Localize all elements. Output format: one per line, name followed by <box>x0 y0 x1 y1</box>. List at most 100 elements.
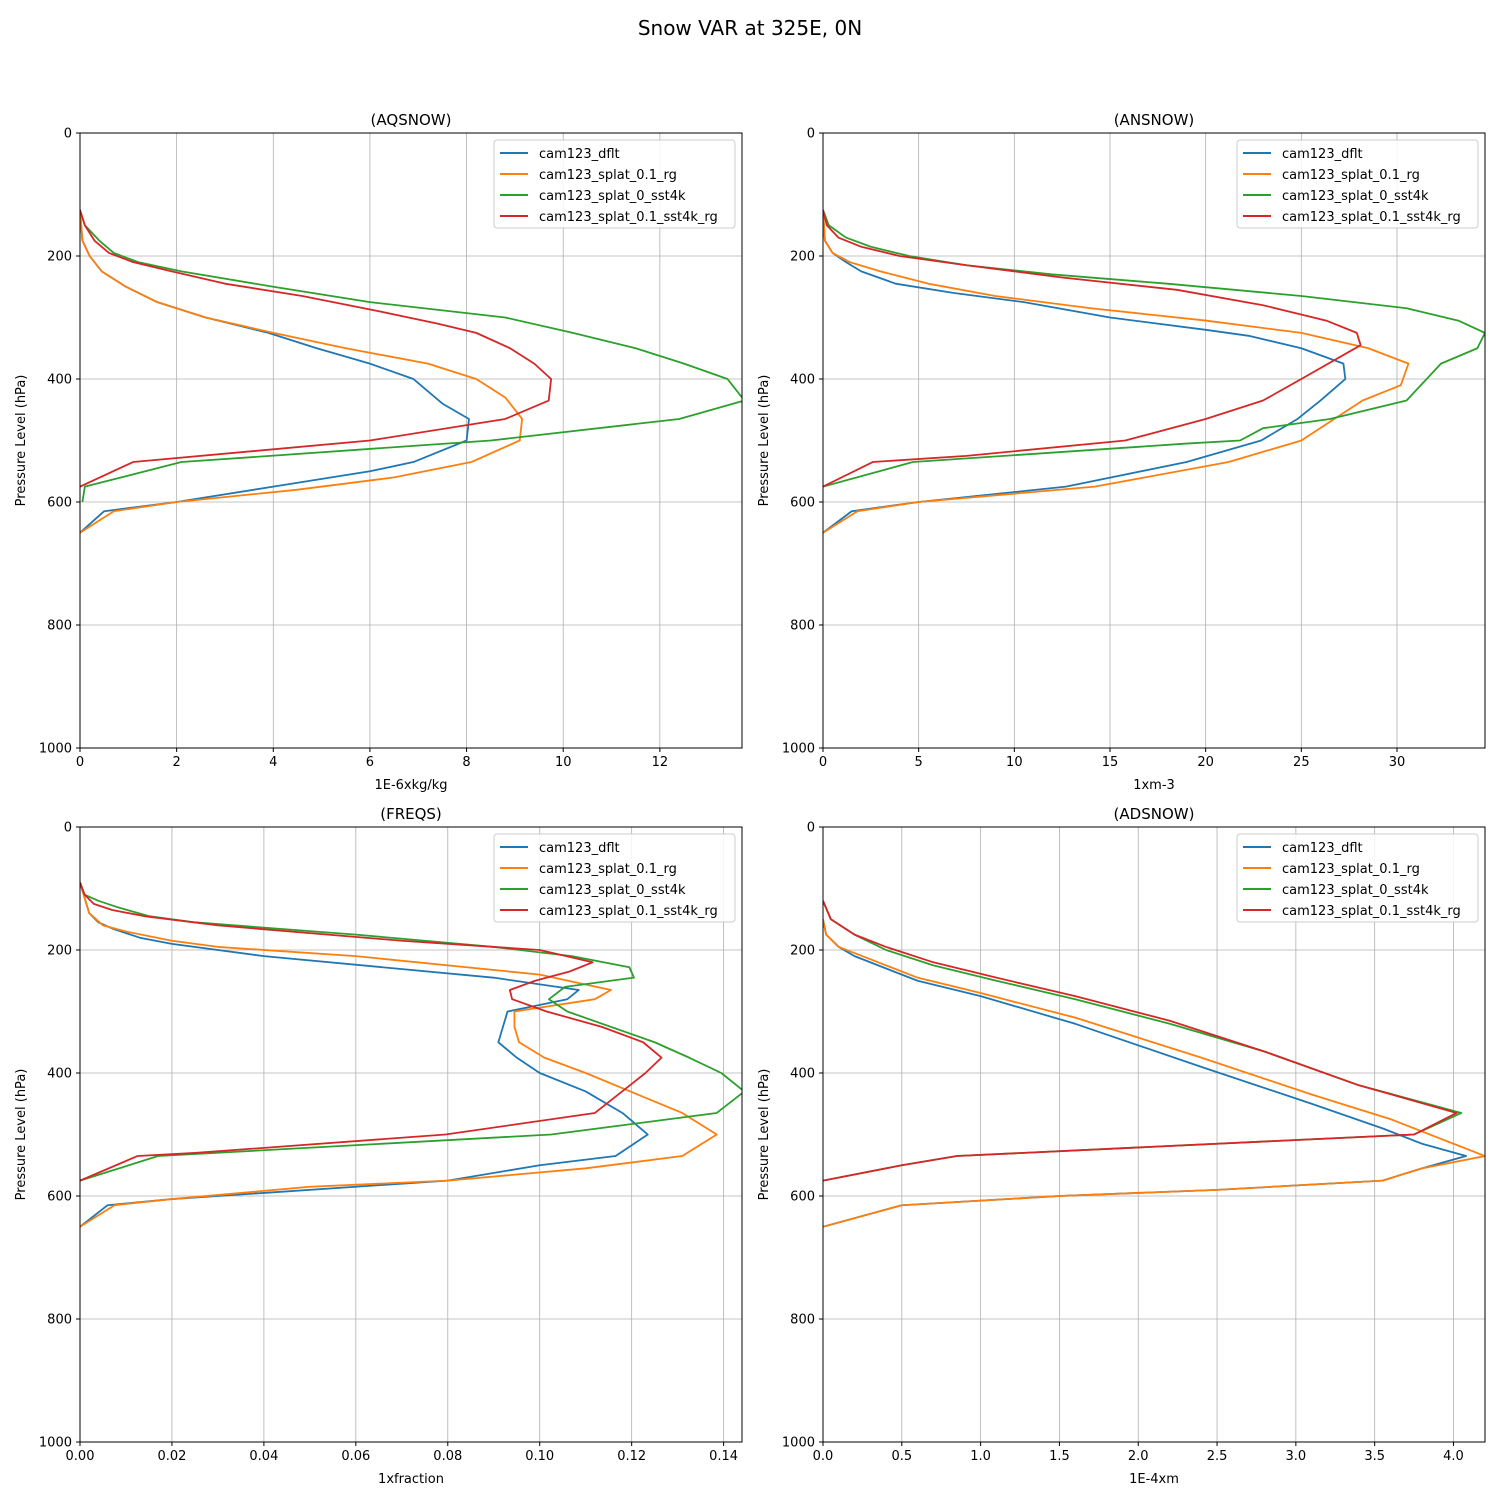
x-axis-label: 1E-6xkg/kg <box>374 778 447 793</box>
x-tick-label: 0.02 <box>157 1449 186 1464</box>
subplot-title: (ANSNOW) <box>1114 111 1195 129</box>
y-tick-label: 800 <box>790 1313 815 1328</box>
legend-label: cam123_splat_0_sst4k <box>1282 189 1429 204</box>
x-tick-label: 0.12 <box>617 1449 646 1464</box>
subplot-title: (FREQS) <box>380 805 442 823</box>
y-tick-label: 600 <box>790 1190 815 1205</box>
legend-box <box>493 139 736 229</box>
y-tick-label: 400 <box>790 1067 815 1082</box>
legend-label: cam123_splat_0.1_rg <box>539 862 677 877</box>
y-tick-label: 800 <box>790 619 815 634</box>
legend-label: cam123_splat_0_sst4k <box>1282 883 1429 898</box>
y-tick-label: 1000 <box>782 742 815 757</box>
legend: cam123_dflt cam123_splat_0.1_rg cam123_spl… <box>1236 833 1479 923</box>
y-axis-label: Pressure Level (hPa) <box>14 375 29 507</box>
x-tick-label: 0 <box>819 755 827 770</box>
series-line-cam123_splat_0_sst4k <box>823 900 1463 1182</box>
plot-frame <box>822 132 1486 749</box>
legend-label: cam123_splat_0.1_sst4k_rg <box>1282 904 1461 919</box>
series-line-cam123_splat_0.1_sst4k_rg <box>823 900 1458 1182</box>
y-tick-label: 800 <box>47 1313 72 1328</box>
x-tick-label: 0.10 <box>525 1449 554 1464</box>
x-tick-label: 25 <box>1293 755 1310 770</box>
x-tick-label: 10 <box>1006 755 1023 770</box>
legend-label: cam123_dflt <box>539 841 620 856</box>
plot-frame <box>79 826 743 1443</box>
legend-label: cam123_splat_0.1_rg <box>1282 168 1420 183</box>
x-tick-label: 0.5 <box>891 1449 912 1464</box>
x-tick-label: 15 <box>1102 755 1119 770</box>
figure-title: Snow VAR at 325E, 0N <box>637 16 863 40</box>
y-tick-label: 600 <box>790 496 815 511</box>
x-tick-label: 0 <box>76 755 84 770</box>
series-group <box>823 209 1485 534</box>
legend-label: cam123_splat_0.1_rg <box>1282 862 1420 877</box>
x-tick-label: 12 <box>652 755 669 770</box>
x-tick-label: 0.08 <box>433 1449 462 1464</box>
series-line-cam123_splat_0.1_rg <box>80 882 718 1228</box>
y-tick-label: 0 <box>807 821 815 836</box>
series-line-cam123_dflt <box>80 209 470 534</box>
subplot-title: (AQSNOW) <box>371 111 452 129</box>
y-tick-label: 0 <box>64 821 72 836</box>
series-line-cam123_splat_0.1_sst4k_rg <box>823 209 1362 488</box>
y-tick-label: 200 <box>47 250 72 265</box>
x-tick-label: 2 <box>173 755 181 770</box>
y-tick-label: 0 <box>807 127 815 142</box>
series-line-cam123_dflt <box>80 882 649 1228</box>
series-line-cam123_splat_0_sst4k <box>80 882 742 1182</box>
x-tick-label: 6 <box>366 755 374 770</box>
y-tick-label: 1000 <box>782 1436 815 1451</box>
series-line-cam123_splat_0.1_rg <box>823 919 1485 1228</box>
legend-label: cam123_splat_0_sst4k <box>539 189 686 204</box>
y-tick-label: 1000 <box>39 742 72 757</box>
subplot-2: 0.00 0.02 0.04 0.06 0.08 0.10 0.12 0.14 0 200 400 6… <box>14 805 743 1487</box>
legend-box <box>1236 139 1479 229</box>
x-tick-label: 4 <box>269 755 277 770</box>
x-tick-label: 8 <box>462 755 470 770</box>
x-axis-label: 1xfraction <box>378 1472 444 1487</box>
x-axis-label: 1xm-3 <box>1133 778 1175 793</box>
x-tick-label: 2.0 <box>1128 1449 1149 1464</box>
series-line-cam123_splat_0.1_rg <box>823 209 1410 534</box>
legend-box <box>493 833 736 923</box>
legend-label: cam123_splat_0_sst4k <box>539 883 686 898</box>
legend-label: cam123_dflt <box>1282 841 1363 856</box>
legend: cam123_dflt cam123_splat_0.1_rg cam123_spl… <box>1236 139 1479 229</box>
x-tick-label: 2.5 <box>1207 1449 1228 1464</box>
x-tick-label: 1.0 <box>970 1449 991 1464</box>
x-tick-label: 0.04 <box>249 1449 278 1464</box>
x-tick-label: 0.14 <box>709 1449 738 1464</box>
legend-label: cam123_splat_0.1_sst4k_rg <box>539 210 718 225</box>
y-axis-label: Pressure Level (hPa) <box>757 375 772 507</box>
y-tick-label: 400 <box>47 1067 72 1082</box>
x-tick-label: 30 <box>1389 755 1406 770</box>
series-line-cam123_splat_0_sst4k <box>80 209 742 503</box>
x-tick-label: 0.06 <box>341 1449 370 1464</box>
y-tick-label: 200 <box>47 944 72 959</box>
x-tick-label: 3.0 <box>1286 1449 1307 1464</box>
series-line-cam123_splat_0.1_sst4k_rg <box>80 882 663 1182</box>
legend-box <box>1236 833 1479 923</box>
series-line-cam123_splat_0.1_sst4k_rg <box>80 209 553 488</box>
x-tick-label: 4.0 <box>1443 1449 1464 1464</box>
x-tick-label: 5 <box>915 755 923 770</box>
legend-label: cam123_splat_0.1_sst4k_rg <box>1282 210 1461 225</box>
series-group <box>80 882 742 1228</box>
subplot-0: 0 2 4 6 8 10 12 0 200 400 600 800 1000 (AQSNOW) 1E-6xk… <box>14 111 743 793</box>
x-tick-label: 10 <box>555 755 572 770</box>
y-tick-label: 800 <box>47 619 72 634</box>
subplot-title: (ADSNOW) <box>1114 805 1195 823</box>
legend: cam123_dflt cam123_splat_0.1_rg cam123_spl… <box>493 833 736 923</box>
legend-label: cam123_dflt <box>1282 147 1363 162</box>
legend-label: cam123_dflt <box>539 147 620 162</box>
series-line-cam123_splat_0.1_rg <box>80 209 524 534</box>
x-tick-label: 0.0 <box>813 1449 834 1464</box>
y-tick-label: 200 <box>790 944 815 959</box>
y-tick-label: 400 <box>790 373 815 388</box>
legend-label: cam123_splat_0.1_sst4k_rg <box>539 904 718 919</box>
y-tick-label: 600 <box>47 1190 72 1205</box>
y-tick-label: 200 <box>790 250 815 265</box>
subplot-1: 0 5 10 15 20 25 30 0 200 400 600 800 1000 (ANSNOW) 1xm… <box>757 111 1486 793</box>
x-tick-label: 0.00 <box>66 1449 95 1464</box>
